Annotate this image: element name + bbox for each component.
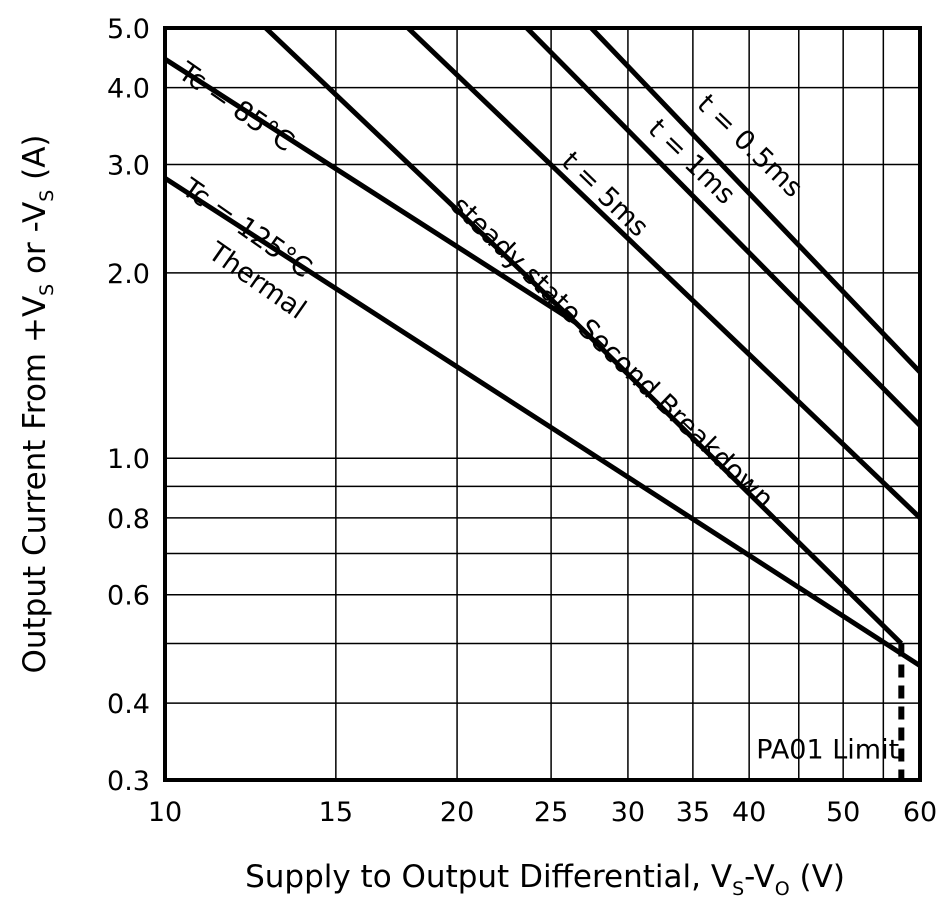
x-tick-label-25: 25: [534, 797, 568, 828]
y-tick-label-0-8: 0.8: [107, 504, 150, 535]
y-tick-label-4-0: 4.0: [107, 74, 150, 105]
x-tick-label-50: 50: [826, 797, 860, 828]
x-axis-title: Supply to Output Differential, VS-VO (V): [245, 859, 845, 900]
y-tick-label-5-0: 5.0: [107, 14, 150, 45]
x-tick-label-20: 20: [440, 797, 474, 828]
x-tick-label-10: 10: [148, 797, 182, 828]
series-lines: [163, 26, 922, 668]
series-line-t-5ms: [406, 26, 922, 520]
annotation-t-5ms: t = 5ms: [555, 146, 654, 243]
y-tick-label-0-3: 0.3: [107, 766, 150, 797]
y-tick-labels: 5.0 4.0 3.0 2.0 1.0 0.8 0.6 0.4 0.3: [107, 14, 150, 797]
annotation-pa01-limit: PA01 Limit: [756, 735, 899, 766]
series-line-tc-125-c-thermal: [163, 176, 922, 668]
x-tick-labels: 10 15 20 25 30 35 40 50 60: [148, 797, 937, 828]
x-tick-label-40: 40: [732, 797, 766, 828]
x-tick-label-35: 35: [676, 797, 710, 828]
y-axis-title: Output Current From +VS or -VS (A): [17, 134, 58, 673]
y-tick-label-0-4: 0.4: [107, 689, 150, 720]
y-tick-label-1-0: 1.0: [107, 444, 150, 475]
y-tick-label-3-0: 3.0: [107, 151, 150, 182]
series-line-tc-85-c: [163, 56, 578, 325]
y-tick-label-2-0: 2.0: [107, 259, 150, 290]
x-tick-label-60: 60: [903, 797, 937, 828]
x-tick-label-30: 30: [611, 797, 645, 828]
series-line-t-0-5ms: [589, 26, 922, 374]
y-tick-label-0-6: 0.6: [107, 581, 150, 612]
annotation-tc-85-c: Tc = 85°C: [172, 56, 300, 158]
plot-frame: [163, 26, 922, 782]
x-tick-label-15: 15: [319, 797, 353, 828]
series-line-t-1ms: [525, 26, 922, 428]
